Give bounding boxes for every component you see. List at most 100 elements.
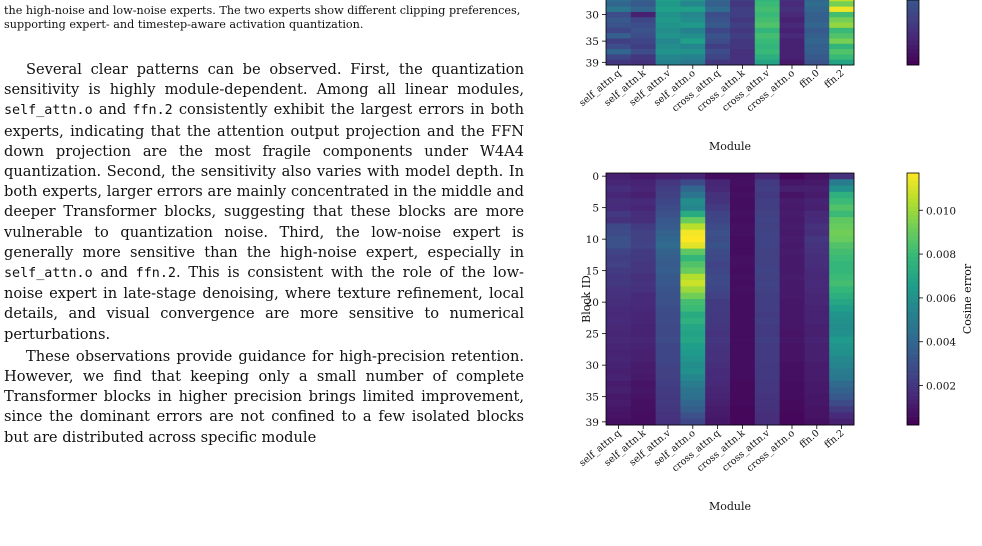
heatmap-cell xyxy=(606,343,632,350)
heatmap-cell xyxy=(606,198,632,205)
heatmap-cell xyxy=(705,11,731,18)
colorbar-segment xyxy=(907,399,919,405)
colorbar-segment xyxy=(907,324,919,329)
heatmap-cell xyxy=(705,286,731,294)
colorbar-segment xyxy=(907,198,919,203)
heatmap-cell xyxy=(606,173,632,180)
heatmap-cell xyxy=(804,349,830,357)
heatmap-cell xyxy=(606,336,632,344)
heatmap-cell xyxy=(606,59,632,66)
heatmap-cell xyxy=(655,267,681,275)
heatmap-cell xyxy=(730,223,756,231)
heatmap-cell xyxy=(829,17,855,23)
heatmap-cell xyxy=(655,0,681,2)
heatmap-cell xyxy=(680,286,706,294)
colorbar-segment xyxy=(907,269,919,275)
heatmap-cell xyxy=(754,179,780,186)
heatmap-cell xyxy=(730,406,756,413)
heatmap-cell xyxy=(630,254,656,262)
heatmap-cell xyxy=(606,43,632,50)
colorbar-segment xyxy=(907,48,919,54)
heatmap-cell xyxy=(754,27,780,34)
heatmap-cell xyxy=(655,254,681,262)
heatmap-cell xyxy=(606,286,632,294)
x-axis-label: Module xyxy=(709,500,751,513)
heatmap-cell xyxy=(730,305,756,312)
heatmap-cell xyxy=(606,22,632,29)
heatmap-cell xyxy=(804,1,830,8)
heatmap-cell xyxy=(655,217,681,224)
heatmap-cell xyxy=(829,305,855,312)
code-term: ffn.2 xyxy=(132,103,173,119)
heatmap-cell xyxy=(754,1,780,8)
heatmap-cell xyxy=(705,38,731,45)
heatmap-cell xyxy=(606,254,632,262)
heatmap-cell xyxy=(630,185,656,193)
heatmap-cell xyxy=(779,412,805,420)
heatmap-cell xyxy=(730,343,756,350)
heatmap-cell xyxy=(680,1,706,8)
heatmap-cell xyxy=(779,299,805,306)
heatmap-cell xyxy=(779,11,805,18)
heatmap-cell xyxy=(829,11,855,18)
heatmap-cell xyxy=(829,412,855,420)
heatmap-cell xyxy=(655,286,681,294)
heatmap-cell xyxy=(754,330,780,338)
heatmap-cell xyxy=(606,349,632,357)
heatmap-cell xyxy=(804,59,830,66)
y-tick-label: 0 xyxy=(592,171,599,183)
heatmap-cell xyxy=(655,406,681,413)
heatmap-cell xyxy=(730,6,756,13)
heatmap-cell xyxy=(630,33,656,39)
heatmap-cell xyxy=(630,223,656,231)
colorbar-segment xyxy=(907,252,919,258)
heatmap-cell xyxy=(804,387,830,394)
heatmap-cell xyxy=(779,1,805,8)
heatmap-cell xyxy=(655,399,681,407)
y-tick-label: 30 xyxy=(586,360,599,372)
heatmap-cell xyxy=(754,292,780,300)
heatmap-cell xyxy=(655,330,681,338)
heatmap-cell xyxy=(804,191,830,199)
heatmap-cell xyxy=(779,406,805,413)
colorbar-segment xyxy=(907,177,919,182)
heatmap-cell xyxy=(829,54,855,61)
heatmap-cell xyxy=(630,38,656,45)
colorbar-segment xyxy=(907,189,919,195)
heatmap-frame xyxy=(605,172,855,426)
heatmap-cell xyxy=(754,399,780,407)
colorbar-segment xyxy=(907,345,919,350)
heatmap-cell xyxy=(754,311,780,319)
heatmap-cell xyxy=(655,324,681,331)
heatmap-cell xyxy=(754,173,780,180)
heatmap-cell xyxy=(606,11,632,18)
heatmap-cell xyxy=(829,317,855,325)
heatmap-cell xyxy=(680,273,706,281)
heatmap-cell xyxy=(705,280,731,287)
heatmap-cell xyxy=(705,412,731,420)
heatmap-cell xyxy=(754,54,780,61)
heatmap-cell xyxy=(630,261,656,268)
heatmap-cell xyxy=(804,27,830,34)
heatmap-cell xyxy=(705,43,731,50)
heatmap-cell xyxy=(829,6,855,13)
heatmap-cell xyxy=(779,54,805,61)
heatmap-cell xyxy=(630,49,656,55)
heatmap-cell xyxy=(680,204,706,212)
heatmap-cell xyxy=(680,330,706,338)
heatmap-cell xyxy=(680,349,706,357)
heatmap-cell xyxy=(655,355,681,363)
heatmap-cell xyxy=(655,349,681,357)
heatmap-cell xyxy=(779,317,805,325)
heatmap-cell xyxy=(730,173,756,180)
heatmap-cell xyxy=(606,362,632,369)
heatmap-cell xyxy=(606,317,632,325)
heatmap-cell xyxy=(779,374,805,382)
heatmap-cell xyxy=(779,399,805,407)
colorbar-tick-label: 0.002 xyxy=(926,381,956,393)
heatmap-cell xyxy=(705,22,731,29)
colorbar-segment xyxy=(907,370,919,375)
heatmap-cell xyxy=(730,191,756,199)
heatmap-cell xyxy=(829,49,855,55)
heatmap-cell xyxy=(606,217,632,224)
